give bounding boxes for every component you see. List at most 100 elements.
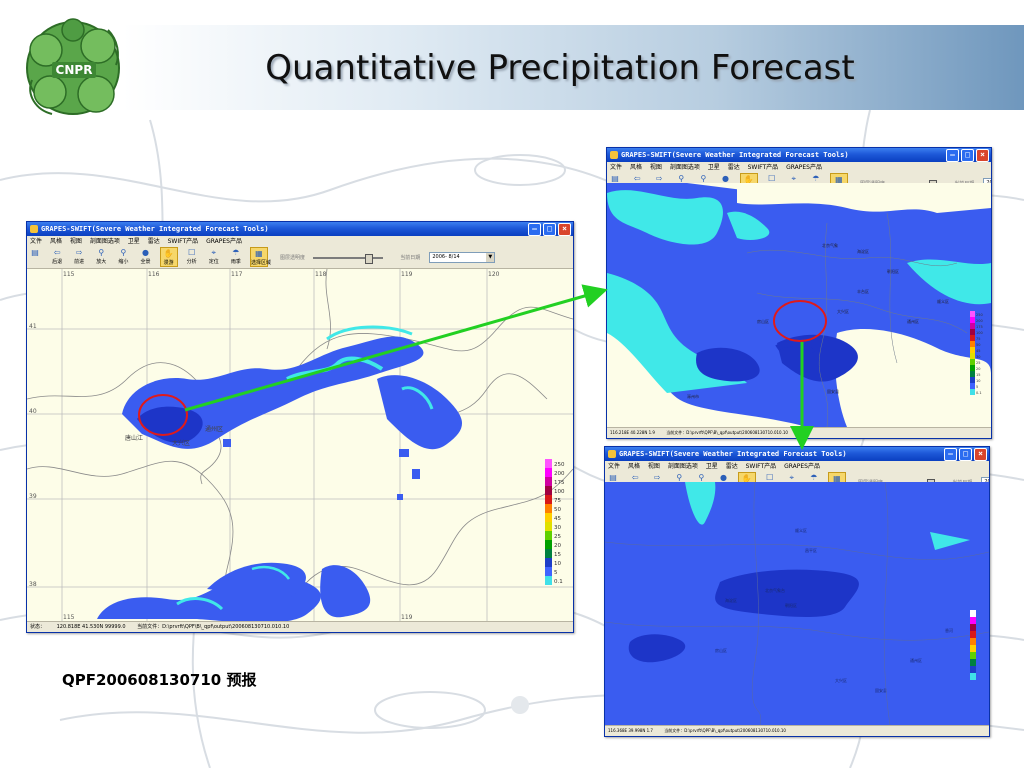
- close-button[interactable]: ×: [558, 223, 571, 236]
- svg-text:大兴区: 大兴区: [837, 308, 849, 314]
- tool-zoom-in[interactable]: ⚲放大: [93, 247, 109, 267]
- svg-text:175: 175: [976, 325, 983, 329]
- menu-swift-products[interactable]: SWIFT产品: [167, 238, 199, 245]
- layers-icon: ▤: [31, 248, 39, 257]
- tool-full-view[interactable]: ●全景: [137, 247, 153, 267]
- minimize-button[interactable]: –: [528, 223, 541, 236]
- maximize-button[interactable]: □: [959, 448, 972, 461]
- precipitation-legend: [970, 610, 976, 680]
- region-icon: ▦: [833, 474, 841, 483]
- menu-radar[interactable]: 雷达: [727, 164, 740, 171]
- svg-text:100: 100: [976, 331, 983, 335]
- menu-file[interactable]: 文件: [608, 463, 621, 470]
- forward-arrow-icon: ⇨: [653, 473, 661, 482]
- app-icon: [610, 151, 618, 159]
- slide-title: Quantitative Precipitation Forecast: [265, 48, 855, 88]
- menu-radar[interactable]: 雷达: [147, 238, 160, 245]
- slider-thumb[interactable]: [365, 254, 374, 264]
- status-bar: 116.368E 39.998N 1.7 当前文件：D:\prvrft\QPF\…: [605, 725, 989, 736]
- map-canvas[interactable]: 北京气象 海淀区 朝阳区 丰台区 大兴区 通州区 顺义区 房山区 固安县 涿州市: [607, 183, 991, 427]
- menu-profile[interactable]: 剖面图选项: [89, 238, 120, 245]
- maximize-button[interactable]: □: [961, 149, 974, 162]
- menu-profile[interactable]: 剖面图选项: [667, 463, 698, 470]
- date-select[interactable]: 2006- 8/14▼: [429, 252, 496, 263]
- svg-text:通州区: 通州区: [205, 425, 223, 433]
- svg-text:北京气象台: 北京气象台: [765, 587, 785, 593]
- svg-text:朝阳区: 朝阳区: [887, 268, 899, 274]
- title-banner: [0, 25, 1024, 110]
- tool-rain-season[interactable]: ☂雨季: [228, 247, 244, 267]
- window-title: GRAPES-SWIFT(Severe Weather Integrated F…: [41, 225, 269, 233]
- svg-text:北京气象: 北京气象: [822, 242, 838, 248]
- date-label: 当前日期: [400, 255, 421, 261]
- zoom-out-icon: ⚲: [120, 248, 127, 257]
- window-titlebar[interactable]: GRAPES-SWIFT(Severe Weather Integrated F…: [607, 148, 991, 162]
- map-canvas[interactable]: 115 116 117 118 119 120 115 117 119 41 4…: [27, 269, 573, 621]
- svg-text:15: 15: [554, 552, 561, 558]
- close-button[interactable]: ×: [974, 448, 987, 461]
- svg-text:25: 25: [976, 361, 980, 365]
- forward-arrow-icon: ⇨: [655, 174, 663, 183]
- menu-style[interactable]: 风格: [627, 463, 640, 470]
- tool-pan[interactable]: ✋漫游: [159, 247, 178, 267]
- menu-grapes-products[interactable]: GRAPES产品: [206, 238, 242, 245]
- tool-locate[interactable]: ⌖定位: [206, 247, 222, 267]
- globe-icon: ●: [721, 174, 729, 183]
- menu-profile[interactable]: 剖面图选项: [669, 164, 700, 171]
- menu-radar[interactable]: 雷达: [725, 463, 738, 470]
- globe-icon: ●: [141, 248, 149, 257]
- svg-text:40: 40: [29, 408, 37, 415]
- back-arrow-icon: ⇦: [633, 174, 641, 183]
- svg-text:30: 30: [976, 355, 980, 359]
- svg-text:118: 118: [315, 271, 327, 278]
- minimize-button[interactable]: –: [944, 448, 957, 461]
- menu-file[interactable]: 文件: [30, 238, 43, 245]
- opacity-slider[interactable]: [313, 254, 384, 264]
- svg-text:通州区: 通州区: [910, 657, 922, 663]
- menu-style[interactable]: 风格: [629, 164, 642, 171]
- cnpr-logo: CNPR: [26, 18, 120, 115]
- menu-grapes-products[interactable]: GRAPES产品: [786, 164, 822, 171]
- menu-satellite[interactable]: 卫星: [705, 463, 718, 470]
- current-file: 当前文件：D:\prvrft\QPF\B\_qpf\output\2006081…: [137, 624, 290, 630]
- window-titlebar[interactable]: GRAPES-SWIFT(Severe Weather Integrated F…: [605, 447, 989, 461]
- svg-text:200: 200: [976, 319, 983, 323]
- maximize-button[interactable]: □: [543, 223, 556, 236]
- menu-style[interactable]: 风格: [49, 238, 62, 245]
- menu-file[interactable]: 文件: [610, 164, 623, 171]
- rain-icon: ☂: [810, 473, 818, 482]
- menu-view[interactable]: 视图: [647, 463, 660, 470]
- chevron-down-icon[interactable]: ▼: [486, 253, 495, 262]
- zoom-window-1: GRAPES-SWIFT(Severe Weather Integrated F…: [606, 147, 992, 439]
- menu-satellite[interactable]: 卫星: [127, 238, 140, 245]
- tool-zoom-out[interactable]: ⚲缩小: [115, 247, 131, 267]
- svg-text:250: 250: [976, 313, 983, 317]
- tool-layers[interactable]: ▤: [27, 247, 43, 267]
- svg-text:20: 20: [976, 367, 980, 371]
- tool-layers[interactable]: ▤: [605, 472, 621, 492]
- window-titlebar[interactable]: GRAPES-SWIFT(Severe Weather Integrated F…: [27, 222, 573, 236]
- menu-bar: 文件 风格 视图 剖面图选项 卫星 雷达 SWIFT产品 GRAPES产品: [607, 162, 991, 173]
- menu-satellite[interactable]: 卫星: [707, 164, 720, 171]
- menu-swift-products[interactable]: SWIFT产品: [745, 463, 777, 470]
- map-canvas[interactable]: 北京气象台 海淀区 朝阳区 顺义区 昌平区 房山区 大兴区 固安县 通州区 香河: [605, 482, 989, 725]
- tool-layers[interactable]: ▤: [607, 173, 623, 193]
- tool-back[interactable]: ⇦后退: [49, 247, 65, 267]
- zoom-out-icon: ⚲: [698, 473, 705, 482]
- tool-analyze[interactable]: ☐分析: [184, 247, 200, 267]
- svg-text:117: 117: [231, 271, 243, 278]
- menu-grapes-products[interactable]: GRAPES产品: [784, 463, 820, 470]
- tool-select-region[interactable]: ▦选择区域: [249, 247, 271, 267]
- svg-text:朝阳区: 朝阳区: [785, 602, 797, 608]
- focus-region-marker: [138, 394, 188, 436]
- menu-view[interactable]: 视图: [69, 238, 82, 245]
- minimize-button[interactable]: –: [946, 149, 959, 162]
- svg-text:41: 41: [29, 323, 37, 330]
- svg-text:115: 115: [63, 271, 75, 278]
- menu-view[interactable]: 视图: [649, 164, 662, 171]
- menu-swift-products[interactable]: SWIFT产品: [747, 164, 779, 171]
- globe-icon: ●: [719, 473, 727, 482]
- close-button[interactable]: ×: [976, 149, 989, 162]
- tool-forward[interactable]: ⇨前进: [71, 247, 87, 267]
- svg-text:大兴区: 大兴区: [835, 677, 847, 683]
